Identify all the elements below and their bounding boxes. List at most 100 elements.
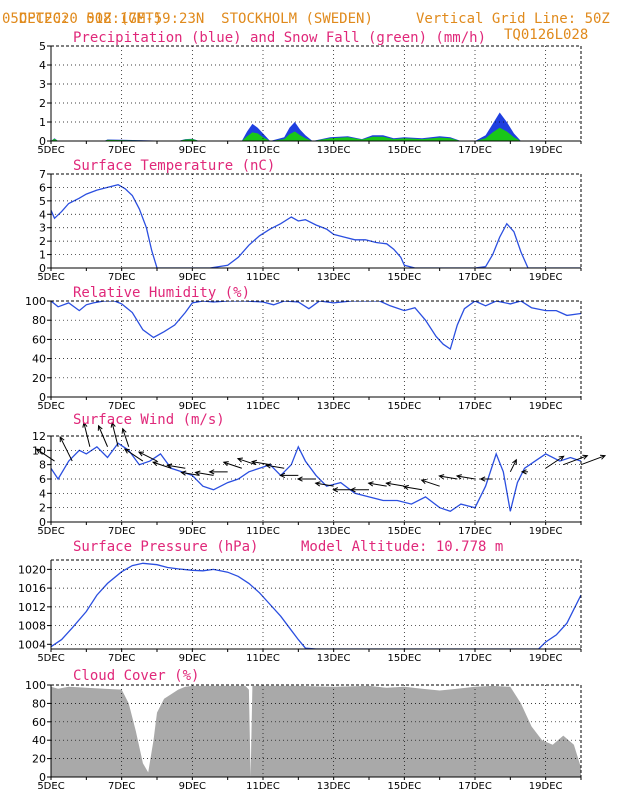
x-tick-label: 5DEC: [37, 526, 64, 537]
wind-arrow-shaft: [83, 422, 91, 447]
header-model-code: TQ0126L028: [504, 27, 589, 43]
y-tick-label: 3: [39, 222, 46, 235]
wind-arrow-head: [420, 479, 427, 485]
y-tick-label: 1008: [18, 620, 46, 633]
x-tick-label: 19DEC: [529, 145, 563, 156]
y-tick-label: 7: [39, 168, 46, 181]
wind-arrow-head: [166, 463, 173, 469]
y-tick-label: 100: [25, 679, 46, 692]
panel-4: 1004 1008 1012 1016 1020 5DEC 7DEC 9DEC 11DEC 13D…: [18, 539, 582, 664]
wind-arrow-shaft: [124, 448, 144, 462]
series-line-0: [51, 301, 581, 351]
wind-arrow-head: [110, 421, 116, 428]
y-tick-label: 2: [39, 502, 46, 515]
y-tick-label: 6: [39, 181, 46, 194]
y-tick-label: 60: [32, 716, 46, 729]
x-tick-label: 19DEC: [529, 653, 563, 664]
x-tick-label: 15DEC: [387, 526, 421, 537]
x-tick-label: 19DEC: [529, 526, 563, 537]
x-tick-label: 7DEC: [108, 526, 135, 537]
wind-arrow-head: [512, 458, 517, 465]
y-tick-label: 0: [39, 135, 46, 148]
wind-arrow-head: [349, 487, 356, 493]
wind-arrow-shaft: [563, 455, 588, 466]
y-tick-label: 2: [39, 235, 46, 248]
y-tick-label: 4: [39, 487, 46, 500]
x-tick-label: 5DEC: [37, 145, 64, 156]
header-location: STOCKHOLM (SWEDEN): [221, 11, 373, 27]
wind-arrow-head: [479, 476, 486, 482]
x-tick-label: 13DEC: [317, 781, 351, 792]
header-run: 05DEC2020 50Z (GMT): [2, 11, 163, 27]
wind-arrow-shaft: [111, 422, 119, 447]
x-tick-label: 13DEC: [317, 526, 351, 537]
x-tick-label: 17DEC: [458, 401, 492, 412]
x-tick-label: 9DEC: [179, 653, 206, 664]
wind-arrow-shaft: [509, 459, 517, 473]
x-tick-label: 17DEC: [458, 653, 492, 664]
x-tick-label: 7DEC: [108, 653, 135, 664]
x-tick-label: 17DEC: [458, 781, 492, 792]
panel-data: [51, 562, 581, 649]
wind-arrow-shaft: [237, 458, 257, 466]
x-tick-label: 13DEC: [317, 145, 351, 156]
y-tick-label: 4: [39, 208, 46, 221]
wind-arrow-head: [385, 481, 392, 487]
y-tick-label: 20: [32, 753, 46, 766]
x-tick-label: 13DEC: [317, 272, 351, 283]
x-tick-label: 15DEC: [387, 653, 421, 664]
x-tick-label: 9DEC: [179, 781, 206, 792]
y-tick-label: 80: [32, 697, 46, 710]
panel-0: 0 1 2 3 4 5 5DEC 7DEC 9DEC 11DEC 13DEC 15DEC 17DEC 19…: [37, 30, 582, 156]
wind-arrow-head: [208, 469, 215, 475]
x-tick-label: 11DEC: [246, 272, 280, 283]
panel-3: 02 468 1012 5DEC 7DEC 9DEC 11DEC 13DEC 15DEC 17DE…: [32, 412, 607, 537]
panel-5: 0 20 40 60 80 100 5DEC 7DEC 9DEC 11DEC 13DEC 15DEC 1…: [25, 668, 582, 792]
y-tick-label: 0: [39, 516, 46, 529]
wind-arrow-head: [180, 470, 187, 476]
wind-arrow-shaft: [152, 461, 172, 469]
wind-arrow-shaft: [138, 451, 158, 462]
panel-data: [51, 301, 581, 351]
series-area-1: [51, 127, 581, 141]
wind-arrow-head: [332, 487, 339, 493]
wind-arrow-shaft: [167, 464, 186, 469]
y-tick-label: 1: [39, 249, 46, 262]
wind-arrow-shaft: [545, 455, 564, 469]
x-tick-label: 9DEC: [179, 401, 206, 412]
wind-arrow-head: [194, 470, 201, 476]
x-tick-label: 15DEC: [387, 781, 421, 792]
y-tick-label: 1: [39, 116, 46, 129]
panel-2: 0 20 40 60 80 100 5DEC 7DEC 9DEC 11DEC 13DEC 15DEC 1…: [25, 285, 582, 412]
y-tick-label: 6: [39, 473, 46, 486]
panel-data: [51, 685, 581, 777]
x-tick-label: 19DEC: [529, 401, 563, 412]
wind-arrow-head: [250, 459, 258, 465]
wind-arrow-head: [265, 463, 272, 469]
wind-arrow-shaft: [36, 448, 55, 462]
x-tick-label: 11DEC: [246, 653, 280, 664]
wind-arrow-head: [222, 461, 229, 467]
wind-arrow-shaft: [439, 475, 458, 480]
wind-arrow-shaft: [315, 482, 334, 487]
wind-arrow-shaft: [59, 436, 73, 462]
y-tick-label: 8: [39, 459, 46, 472]
y-tick-label: 1016: [18, 582, 46, 595]
panel-annotation: Model Altitude: 10.778 m: [301, 539, 503, 555]
y-tick-label: 100: [25, 295, 46, 308]
x-tick-label: 5DEC: [37, 653, 64, 664]
wind-arrow-shaft: [403, 486, 423, 491]
wind-arrow-shaft: [456, 475, 476, 480]
y-tick-label: 0: [39, 262, 46, 275]
x-tick-label: 15DEC: [387, 401, 421, 412]
series-line-0: [51, 562, 581, 649]
x-tick-label: 17DEC: [458, 272, 492, 283]
wind-arrow-shaft: [580, 455, 606, 466]
wind-arrow-head: [314, 481, 321, 487]
panel-title: Relative Humidity (%): [73, 285, 250, 301]
y-tick-label: 40: [32, 734, 46, 747]
header-coords: 018:17E-59:23N: [86, 11, 205, 27]
wind-arrow-head: [455, 474, 462, 480]
